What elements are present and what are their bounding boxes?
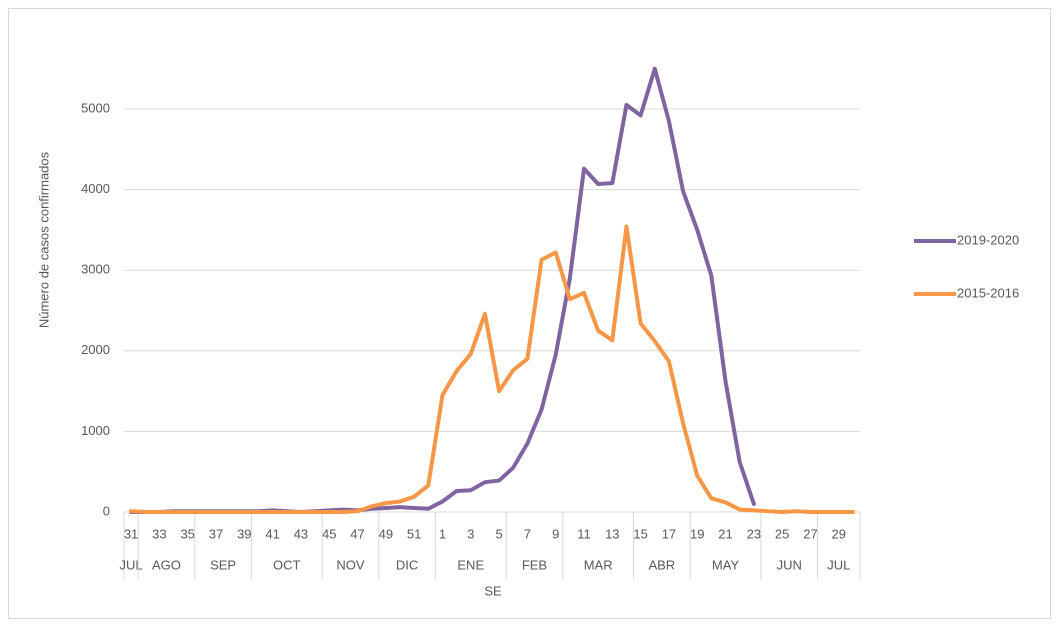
month-label: AGO [152,557,181,572]
month-label: JUL [827,557,850,572]
x-tick-label: 15 [633,526,647,541]
x-tick-label: 31 [124,526,138,541]
x-tick-label: 25 [775,526,789,541]
series-line [129,224,855,514]
chart-border [8,8,1051,619]
month-label: DIC [396,557,418,572]
x-tick-label: 13 [605,526,619,541]
y-tick-label: 0 [103,503,110,518]
x-tick-label: 5 [495,526,502,541]
y-tick-label: 2000 [81,342,110,357]
x-tick-label: 11 [577,526,591,541]
month-label: FEB [522,557,547,572]
month-label: JUL [120,557,143,572]
x-tick-label: 33 [152,526,166,541]
x-tick-label: 1 [439,526,446,541]
y-axis-title: Número de casos confirmados [36,151,51,328]
x-tick-label: 17 [662,526,676,541]
x-tick-label: 37 [209,526,223,541]
month-label: ENE [457,557,484,572]
y-tick-label: 4000 [81,181,110,196]
x-tick-label: 21 [718,526,732,541]
x-tick-label: 39 [237,526,251,541]
x-tick-label: 27 [803,526,817,541]
legend-label: 2015-2016 [957,285,1019,300]
x-tick-label: 35 [180,526,194,541]
y-tick-label: 3000 [81,262,110,277]
legend-label: 2019-2020 [957,232,1019,247]
y-tick-label: 5000 [81,100,110,115]
month-label: MAR [584,557,613,572]
x-tick-label: 47 [350,526,364,541]
x-tick-label: 43 [294,526,308,541]
x-tick-label: 45 [322,526,336,541]
x-tick-label: 29 [832,526,846,541]
x-tick-label: 19 [690,526,704,541]
month-label: MAY [712,557,740,572]
month-label: SEP [210,557,236,572]
x-tick-label: 3 [467,526,474,541]
x-tick-label: 7 [524,526,531,541]
x-tick-label: 51 [407,526,421,541]
x-tick-label: 49 [379,526,393,541]
month-label: JUN [777,557,802,572]
month-label: NOV [336,557,365,572]
x-tick-label: 41 [265,526,279,541]
y-tick-label: 1000 [81,423,110,438]
x-tick-label: 9 [552,526,559,541]
month-label: OCT [273,557,301,572]
month-label: ABR [648,557,675,572]
x-axis-title: SE [484,583,502,598]
x-tick-label: 23 [747,526,761,541]
